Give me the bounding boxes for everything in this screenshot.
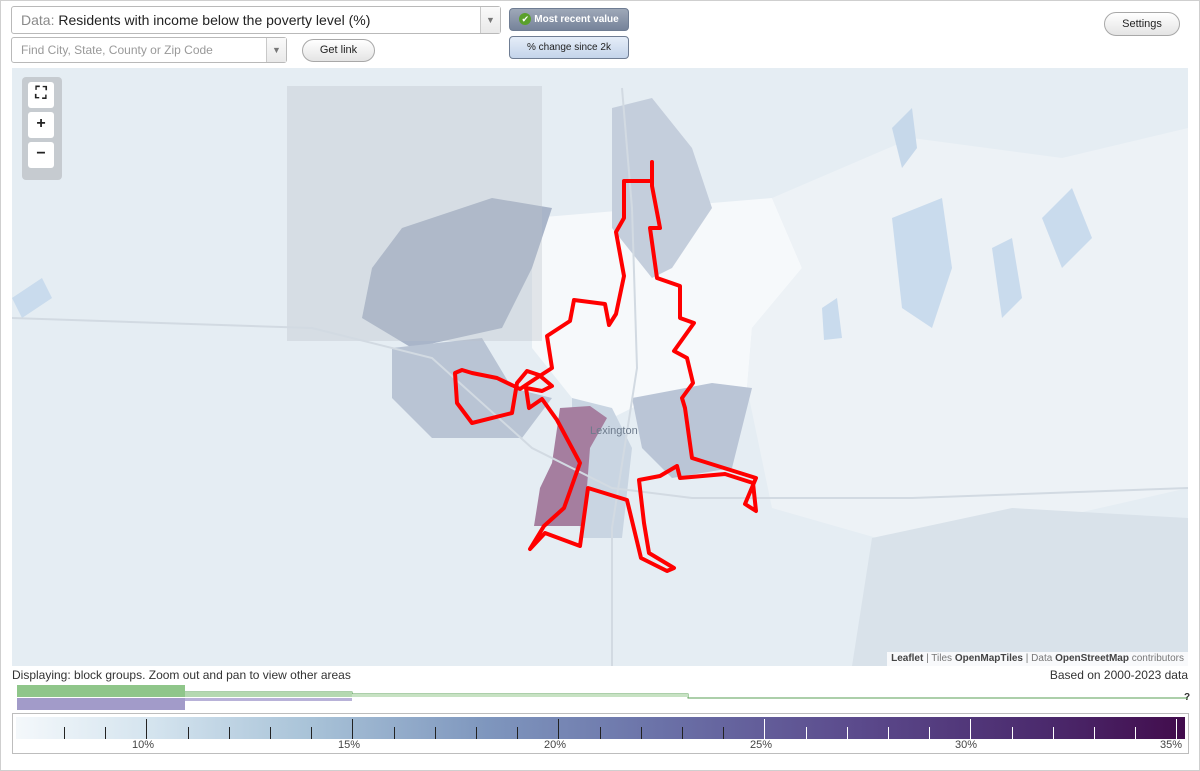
lake	[1042, 188, 1092, 268]
legend-minor-tick	[1135, 727, 1137, 739]
legend-tick-label: 15%	[337, 739, 361, 751]
region-high-poverty	[534, 406, 607, 526]
region-north	[612, 98, 712, 278]
most-recent-label: Most recent value	[534, 14, 619, 25]
region-northwest-dark	[362, 198, 552, 348]
zoom-control: ⛶ + −	[22, 77, 62, 180]
city-boundary	[453, 160, 758, 573]
legend-minor-tick	[270, 727, 271, 739]
legend-minor-tick	[311, 727, 313, 739]
attrib-tail: contributors	[1128, 653, 1184, 664]
attrib-sep: | Tiles	[923, 653, 955, 664]
search-placeholder: Find City, State, County or Zip Code	[21, 43, 213, 57]
hist-bar-green	[352, 694, 688, 697]
legend-major-tick	[352, 719, 354, 739]
tiles-link[interactable]: OpenMapTiles	[954, 653, 1023, 664]
legend-minor-tick	[599, 727, 601, 739]
legend-major-tick	[146, 719, 148, 739]
lake	[892, 108, 917, 168]
hist-question-mark: ?	[1184, 692, 1190, 703]
histogram: ?	[17, 685, 1190, 710]
lake	[822, 298, 842, 340]
search-input[interactable]: Find City, State, County or Zip Code ▼	[11, 37, 287, 63]
lake	[12, 278, 52, 318]
chevron-down-icon[interactable]: ▼	[266, 38, 286, 62]
region-east	[747, 128, 1188, 548]
hist-bar-purple	[185, 698, 352, 701]
legend-major-tick	[558, 719, 560, 739]
most-recent-value-toggle[interactable]: ✔ Most recent value	[509, 8, 629, 31]
hist-bar-green	[17, 685, 185, 697]
legend-tick-label: 10%	[131, 739, 155, 751]
road	[12, 317, 1188, 499]
legend-minor-tick	[105, 727, 107, 739]
legend-minor-tick	[682, 727, 683, 739]
fullscreen-icon[interactable]: ⛶	[28, 82, 54, 108]
osm-link[interactable]: OpenStreetMap	[1055, 653, 1129, 664]
city-label: Lexington	[590, 425, 638, 437]
region-east-central	[632, 383, 752, 478]
region-southeast	[852, 508, 1188, 666]
hist-bar-green	[185, 692, 352, 697]
zoom-in-button[interactable]: +	[28, 112, 54, 138]
legend-tick-label: 35%	[1159, 739, 1183, 751]
legend-minor-tick	[723, 727, 725, 739]
legend-minor-tick	[888, 727, 889, 739]
data-select[interactable]: Data: Residents with income below the po…	[11, 6, 501, 34]
legend-minor-tick	[434, 727, 436, 739]
data-select-value: Residents with income below the poverty …	[58, 12, 371, 28]
legend-tick-label: 25%	[749, 739, 773, 751]
legend-bar: 10% 15% 20% 25% 30% 35%	[12, 713, 1189, 754]
displaying-note: Displaying: block groups. Zoom out and p…	[12, 668, 351, 682]
map-attribution: Leaflet | Tiles OpenMapTiles | Data Open…	[887, 652, 1188, 666]
based-on-note: Based on 2000-2023 data	[1049, 668, 1188, 682]
hist-bar-purple	[17, 698, 185, 710]
legend-major-tick	[1176, 719, 1178, 739]
zoom-out-button[interactable]: −	[28, 142, 54, 168]
road	[611, 87, 639, 666]
leaflet-link[interactable]: Leaflet	[891, 653, 924, 664]
lake	[892, 198, 952, 328]
legend-minor-tick	[393, 727, 395, 739]
legend-minor-tick	[640, 727, 642, 739]
percent-change-toggle[interactable]: % change since 2k	[509, 36, 629, 59]
legend-minor-tick	[1011, 727, 1013, 739]
overlay-square	[287, 86, 542, 341]
check-icon: ✔	[519, 13, 532, 26]
map-view[interactable]: Lexington	[12, 68, 1188, 666]
region-light	[532, 198, 802, 418]
legend-minor-tick	[846, 727, 848, 739]
map-canvas	[12, 68, 1188, 666]
legend-tick-label: 20%	[543, 739, 567, 751]
chevron-down-icon[interactable]: ▼	[480, 7, 500, 33]
legend-minor-tick	[228, 727, 230, 739]
legend-major-tick	[970, 719, 972, 739]
legend-minor-tick	[187, 727, 189, 739]
legend-minor-tick	[805, 727, 807, 739]
legend-minor-tick	[1094, 727, 1095, 739]
settings-button[interactable]: Settings	[1104, 12, 1180, 36]
get-link-button[interactable]: Get link	[302, 39, 375, 62]
legend-minor-tick	[1052, 727, 1054, 739]
lake	[992, 238, 1022, 318]
data-select-prefix: Data:	[21, 12, 55, 28]
legend-minor-tick	[517, 727, 519, 739]
legend-minor-tick	[476, 727, 477, 739]
legend-minor-tick	[64, 727, 65, 739]
legend-minor-tick	[929, 727, 931, 739]
attrib-sep: | Data	[1023, 653, 1056, 664]
legend-tick-label: 30%	[954, 739, 978, 751]
legend-major-tick	[764, 719, 766, 739]
